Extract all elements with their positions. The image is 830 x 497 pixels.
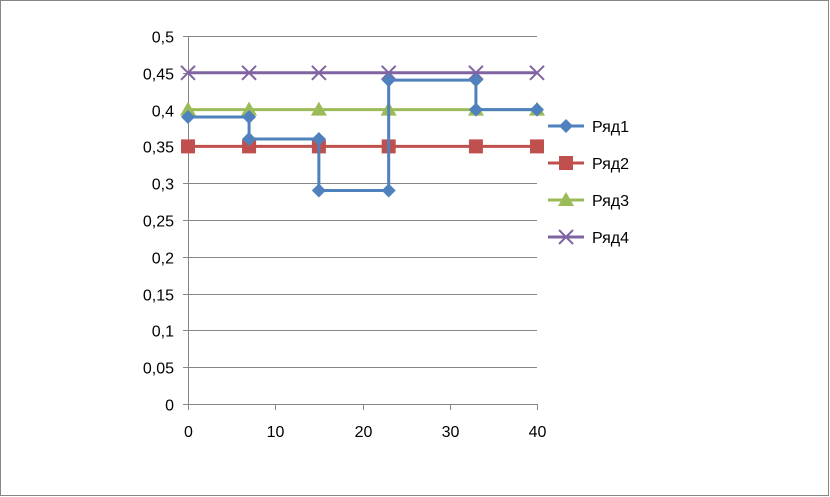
data-point (380, 65, 397, 81)
data-point (311, 65, 327, 81)
y-tick-label: 0,2 (152, 251, 174, 268)
data-point (311, 132, 326, 147)
legend-marker (558, 229, 574, 245)
legend-marker (558, 192, 574, 206)
series-1 (181, 73, 544, 198)
data-point (181, 109, 195, 124)
y-tick-label: 0,1 (152, 324, 174, 341)
data-point (468, 102, 483, 117)
legend-item: Ряд3 (548, 192, 629, 210)
data-point (242, 139, 257, 154)
series-line (188, 78, 537, 193)
data-point (468, 73, 483, 88)
y-tick-label: 0 (165, 398, 174, 415)
data-point (242, 132, 257, 147)
y-tick-label: 0,45 (143, 67, 174, 84)
data-point (242, 109, 257, 124)
y-tick-label: 0,4 (152, 104, 174, 121)
legend-item: Ряд4 (548, 229, 629, 247)
data-point (530, 102, 544, 117)
data-point (241, 101, 258, 116)
data-point (529, 65, 545, 81)
data-point (468, 65, 484, 81)
y-tick-label: 0,05 (143, 361, 174, 378)
data-point (180, 101, 196, 116)
legend-marker (559, 119, 573, 133)
y-tick-label: 0,5 (152, 30, 174, 47)
legend-marker (559, 156, 573, 170)
y-tick-label: 0,35 (143, 140, 174, 157)
legend-item: Ряд2 (548, 156, 629, 173)
legend-label: Ряд3 (592, 193, 629, 210)
x-tick-label: 40 (529, 424, 547, 441)
x-tick-label: 10 (267, 424, 285, 441)
axes: 0 0,05 0,1 0,15 0,2 0,25 0,3 0,35 0,4 0,45 0,5 0 10 2… (143, 30, 547, 442)
data-point (181, 139, 195, 154)
data-point (311, 183, 326, 198)
data-point (381, 183, 396, 198)
legend: Ряд1 Ряд2 Ряд3 Ряд4 (548, 119, 629, 247)
x-tick-label: 30 (442, 424, 460, 441)
legend-label: Ряд2 (592, 156, 629, 173)
x-tick-label: 0 (184, 424, 193, 441)
data-point (530, 139, 544, 154)
plot-series (180, 65, 545, 198)
legend-label: Ряд1 (592, 119, 629, 136)
legend-label: Ряд4 (592, 230, 629, 247)
data-point (241, 65, 257, 81)
x-tick-label: 20 (355, 424, 373, 441)
data-point (180, 65, 196, 81)
legend-item: Ряд1 (548, 119, 629, 136)
data-point (310, 101, 327, 116)
data-point (381, 73, 396, 88)
series-4 (180, 65, 545, 81)
series-2 (181, 139, 544, 154)
y-tick-label: 0,25 (143, 214, 174, 231)
y-tick-label: 0,3 (152, 177, 174, 194)
y-tick-label: 0,15 (143, 288, 174, 305)
data-point (468, 139, 483, 154)
gridlines (188, 36, 537, 368)
